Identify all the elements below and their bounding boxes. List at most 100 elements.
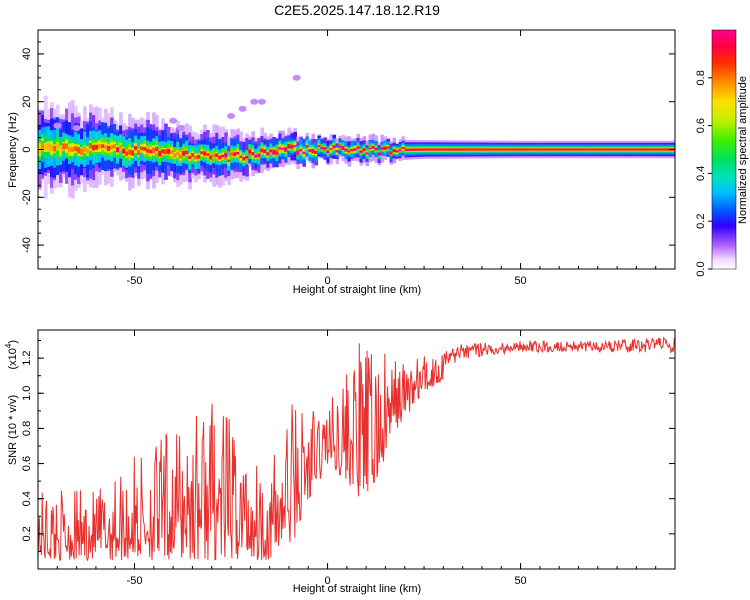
snr-x-tick-label: -50 [127,575,143,587]
spectrogram-cell [98,144,102,149]
spectrogram-cell [119,144,123,149]
spectrogram-cell [326,150,331,153]
snr-y-tick-label: 0.4 [21,491,33,506]
spectrogram-cell [92,144,96,151]
spectrogram-y-tick-label: 40 [21,48,33,60]
snr-ticks: -50 0 50 0.2 0.4 0.6 0.8 1.0 1.2 [21,330,676,587]
spectrogram-cell [398,149,403,151]
spectrogram-cell [410,149,415,151]
spectrogram-blob [227,113,235,119]
spectrogram-cell [203,151,207,156]
spectrogram-cell [515,148,520,151]
spectrogram-cell [518,148,523,151]
spectrogram-cell [470,148,475,151]
spectrogram-cell [350,149,355,151]
snr-y-tick-label: 1.0 [21,386,33,401]
spectrogram-cell [152,147,156,153]
spectrogram-cell [251,152,255,156]
spectrogram-cell [581,148,586,151]
spectrogram-cell [506,148,511,151]
spectrogram-cell [383,147,388,149]
spectrogram-cell [206,153,210,156]
spectrogram-cell [548,148,553,151]
spectrogram-cell [512,148,517,151]
spectrogram-cell [479,148,484,151]
chart-title: C2E5.2025.147.18.12.R19 [274,2,440,18]
spectrogram-cell [368,147,373,150]
spectrogram-ticks: -50 0 50 -40 -20 0 20 40 [21,29,676,287]
snr-series-line [38,336,675,562]
spectrogram-cell [275,151,279,154]
colorbar-tick-label: 0.0 [695,261,707,276]
colorbar-tick-label: 0.4 [695,166,707,181]
spectrogram-cell [146,148,150,153]
spectrogram-cell [431,148,436,151]
spectrogram-cell [131,150,135,156]
spectrogram-cell [488,148,493,151]
spectrogram-cell [161,149,165,154]
spectrogram-cell [632,148,637,151]
spectrogram-cell [419,148,424,151]
spectrogram-cell [437,148,442,151]
spectrogram-cell [533,148,538,151]
spectrogram-cell [584,148,589,151]
snr-frame [37,329,676,570]
spectrogram-cell [188,155,192,159]
spectrogram-cell [521,148,526,151]
spectrogram-cell [461,148,466,151]
spectrogram-cell [80,148,84,156]
spectrogram-cell [428,148,433,151]
spectrogram-cell [551,148,556,151]
colorbar-tick-label: 0.6 [695,118,707,133]
spectrogram-cell [380,147,385,150]
spectrogram-cell [377,153,382,155]
spectrogram-cell [356,146,361,149]
spectrogram-cell [455,148,460,151]
spectrogram-cell [62,143,66,150]
spectrogram-cell [401,147,406,149]
spectrogram-cell [44,144,48,151]
spectrogram-cell [653,148,658,151]
spectrogram-cell [212,153,216,158]
spectrogram-cell [83,146,87,152]
spectrogram-cell [491,148,496,151]
spectrogram-cell [143,147,147,151]
spectrogram-cell [389,152,394,154]
spectrogram-cell [338,145,343,148]
spectrogram-cell [59,147,63,155]
spectrogram-cell [269,149,273,153]
spectrogram-cell [113,144,117,149]
spectrogram-cell [290,145,294,149]
spectrogram-cell [641,148,646,151]
spectrogram-cell [452,148,457,151]
spectrogram-cell [122,148,126,154]
spectrogram-cell [101,144,105,148]
colorbar-label: Normalized spectral amplitude [737,76,749,224]
snr-y-axis-label: SNR (10 * v/v) [7,395,19,465]
spectrogram-cell [53,146,57,152]
spectrogram-cell [413,149,418,151]
spectrogram-y-tick-label: -20 [21,189,33,205]
spectrogram-cell [443,148,448,151]
spectrogram-cell [266,152,270,155]
spectrogram-cell [236,151,240,155]
spectrogram-cell [353,148,358,151]
spectrogram-cell [221,154,225,158]
spectrogram-cell [449,148,454,151]
spectrogram-cell [560,148,565,151]
spectrogram-cell [332,146,337,148]
colorbar-ticks: 0.0 0.2 0.4 0.6 0.8 [695,70,712,277]
spectrogram-cell [473,148,478,151]
spectrogram-cell [278,147,282,150]
spectrogram-cell [95,144,99,150]
snr-y-tick-label: 0.6 [21,456,33,471]
spectrogram-cell [365,152,370,155]
spectrogram-cell [395,150,400,153]
spectrogram-cell [611,148,616,151]
spectrogram-cell [263,149,267,153]
spectrogram-cell [458,148,463,151]
spectrogram-cell [167,148,171,154]
snr-panel: -50 0 50 0.2 0.4 0.6 0.8 1.0 1.2 Height of strai… [4,329,676,595]
snr-x-axis-label: Height of straight line (km) [293,583,421,595]
